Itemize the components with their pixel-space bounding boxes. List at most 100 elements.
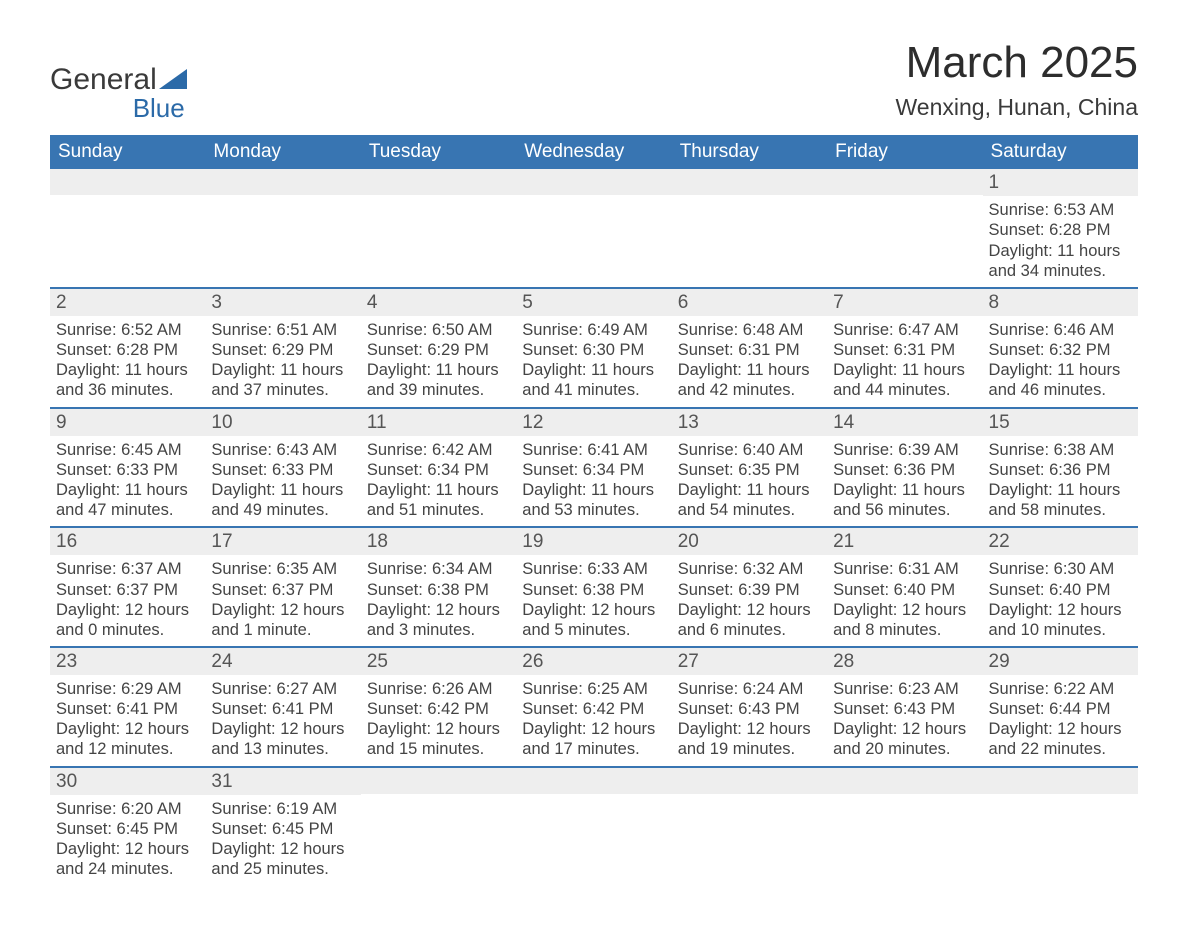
day-body-empty — [827, 794, 982, 854]
calendar-cell: 23 Sunrise: 6:29 AMSunset: 6:41 PMDayligh… — [50, 647, 205, 767]
day-number-empty — [205, 169, 360, 195]
sunrise-line: Sunrise: 6:27 AM — [211, 679, 354, 699]
calendar-cell: 3Sunrise: 6:51 AMSunset: 6:29 PMDaylight… — [205, 288, 360, 408]
day-number-empty — [361, 768, 516, 794]
daylight-line: Daylight: 11 hours and 36 minutes. — [56, 360, 199, 400]
sunset-line: Sunset: 6:36 PM — [989, 460, 1132, 480]
sunset-line: Sunset: 6:29 PM — [367, 340, 510, 360]
daylight-line: Daylight: 11 hours and 56 minutes. — [833, 480, 976, 520]
calendar-week-row: 16Sunrise: 6:37 AMSunset: 6:37 PMDayligh… — [50, 527, 1138, 647]
day-number: 8 — [983, 289, 1138, 316]
day-body: Sunrise: 6:19 AMSunset: 6:45 PMDaylight:… — [205, 795, 360, 886]
daylight-line: Daylight: 11 hours and 54 minutes. — [678, 480, 821, 520]
day-number-empty — [361, 169, 516, 195]
calendar-week-row: 30Sunrise: 6:20 AMSunset: 6:45 PMDayligh… — [50, 767, 1138, 886]
day-number-empty — [827, 169, 982, 195]
daylight-line: Daylight: 12 hours and 22 minutes. — [989, 719, 1132, 759]
daylight-line: Daylight: 11 hours and 37 minutes. — [211, 360, 354, 400]
day-number-empty — [516, 169, 671, 195]
day-body: Sunrise: 6:22 AMSunset: 6:44 PMDaylight:… — [983, 675, 1138, 766]
sunrise-line: Sunrise: 6:51 AM — [211, 320, 354, 340]
day-number: 19 — [516, 528, 671, 555]
day-body: Sunrise: 6:20 AMSunset: 6:45 PMDaylight:… — [50, 795, 205, 886]
calendar-cell: 13Sunrise: 6:40 AMSunset: 6:35 PMDayligh… — [672, 408, 827, 528]
sunrise-line: Sunrise: 6:29 AM — [56, 679, 199, 699]
daylight-line: Daylight: 12 hours and 10 minutes. — [989, 600, 1132, 640]
sunset-line: Sunset: 6:45 PM — [211, 819, 354, 839]
sunset-line: Sunset: 6:34 PM — [367, 460, 510, 480]
sunset-line: Sunset: 6:29 PM — [211, 340, 354, 360]
calendar-cell: 8Sunrise: 6:46 AMSunset: 6:32 PMDaylight… — [983, 288, 1138, 408]
day-number: 2 — [50, 289, 205, 316]
day-number: 5 — [516, 289, 671, 316]
calendar-cell: 14Sunrise: 6:39 AMSunset: 6:36 PMDayligh… — [827, 408, 982, 528]
calendar-cell: 15Sunrise: 6:38 AMSunset: 6:36 PMDayligh… — [983, 408, 1138, 528]
day-body-empty — [361, 195, 516, 255]
daylight-line: Daylight: 12 hours and 3 minutes. — [367, 600, 510, 640]
calendar-cell: 27Sunrise: 6:24 AMSunset: 6:43 PMDayligh… — [672, 647, 827, 767]
sunset-line: Sunset: 6:28 PM — [989, 220, 1132, 240]
calendar-cell: 11Sunrise: 6:42 AMSunset: 6:34 PMDayligh… — [361, 408, 516, 528]
calendar-cell: 18Sunrise: 6:34 AMSunset: 6:38 PMDayligh… — [361, 527, 516, 647]
day-body-empty — [672, 794, 827, 854]
daylight-line: Daylight: 12 hours and 13 minutes. — [211, 719, 354, 759]
day-number: 7 — [827, 289, 982, 316]
calendar-cell — [50, 169, 205, 288]
sunset-line: Sunset: 6:43 PM — [678, 699, 821, 719]
daylight-line: Daylight: 12 hours and 24 minutes. — [56, 839, 199, 879]
sunset-line: Sunset: 6:37 PM — [56, 580, 199, 600]
day-number: 6 — [672, 289, 827, 316]
calendar-cell — [672, 767, 827, 886]
sunset-line: Sunset: 6:31 PM — [678, 340, 821, 360]
day-number-empty — [516, 768, 671, 794]
day-number-empty — [827, 768, 982, 794]
sunrise-line: Sunrise: 6:19 AM — [211, 799, 354, 819]
weekday-header: Thursday — [672, 135, 827, 169]
day-body: Sunrise: 6:31 AMSunset: 6:40 PMDaylight:… — [827, 555, 982, 646]
day-body: Sunrise: 6:40 AMSunset: 6:35 PMDaylight:… — [672, 436, 827, 527]
daylight-line: Daylight: 11 hours and 44 minutes. — [833, 360, 976, 400]
day-number: 23 — [50, 648, 205, 675]
calendar-cell: 20Sunrise: 6:32 AMSunset: 6:39 PMDayligh… — [672, 527, 827, 647]
sunset-line: Sunset: 6:28 PM — [56, 340, 199, 360]
sunrise-line: Sunrise: 6:23 AM — [833, 679, 976, 699]
sunset-line: Sunset: 6:42 PM — [522, 699, 665, 719]
calendar-cell: 2Sunrise: 6:52 AMSunset: 6:28 PMDaylight… — [50, 288, 205, 408]
calendar-cell: 28Sunrise: 6:23 AMSunset: 6:43 PMDayligh… — [827, 647, 982, 767]
calendar-cell — [827, 767, 982, 886]
calendar-cell: 7Sunrise: 6:47 AMSunset: 6:31 PMDaylight… — [827, 288, 982, 408]
day-body: Sunrise: 6:43 AMSunset: 6:33 PMDaylight:… — [205, 436, 360, 527]
calendar-cell — [361, 169, 516, 288]
day-number-empty — [983, 768, 1138, 794]
daylight-line: Daylight: 11 hours and 49 minutes. — [211, 480, 354, 520]
calendar-cell: 30Sunrise: 6:20 AMSunset: 6:45 PMDayligh… — [50, 767, 205, 886]
day-body: Sunrise: 6:42 AMSunset: 6:34 PMDaylight:… — [361, 436, 516, 527]
daylight-line: Daylight: 12 hours and 12 minutes. — [56, 719, 199, 759]
day-body-empty — [50, 195, 205, 255]
sunset-line: Sunset: 6:41 PM — [56, 699, 199, 719]
day-body: Sunrise: 6:26 AMSunset: 6:42 PMDaylight:… — [361, 675, 516, 766]
sunset-line: Sunset: 6:41 PM — [211, 699, 354, 719]
calendar-cell — [516, 169, 671, 288]
day-number: 27 — [672, 648, 827, 675]
sunset-line: Sunset: 6:38 PM — [522, 580, 665, 600]
sunrise-line: Sunrise: 6:42 AM — [367, 440, 510, 460]
sunrise-line: Sunrise: 6:40 AM — [678, 440, 821, 460]
sunrise-line: Sunrise: 6:31 AM — [833, 559, 976, 579]
calendar-week-row: 23Sunrise: 6:29 AMSunset: 6:41 PMDayligh… — [50, 647, 1138, 767]
calendar-cell — [672, 169, 827, 288]
day-body: Sunrise: 6:37 AMSunset: 6:37 PMDaylight:… — [50, 555, 205, 646]
daylight-line: Daylight: 12 hours and 25 minutes. — [211, 839, 354, 879]
calendar-cell — [983, 767, 1138, 886]
sunrise-line: Sunrise: 6:32 AM — [678, 559, 821, 579]
day-number: 13 — [672, 409, 827, 436]
day-number: 1 — [983, 169, 1138, 196]
weekday-header-row: SundayMondayTuesdayWednesdayThursdayFrid… — [50, 135, 1138, 169]
day-body-empty — [205, 195, 360, 255]
day-body-empty — [516, 794, 671, 854]
sunset-line: Sunset: 6:39 PM — [678, 580, 821, 600]
sunrise-line: Sunrise: 6:48 AM — [678, 320, 821, 340]
calendar-cell — [361, 767, 516, 886]
day-number-empty — [672, 768, 827, 794]
sunset-line: Sunset: 6:36 PM — [833, 460, 976, 480]
